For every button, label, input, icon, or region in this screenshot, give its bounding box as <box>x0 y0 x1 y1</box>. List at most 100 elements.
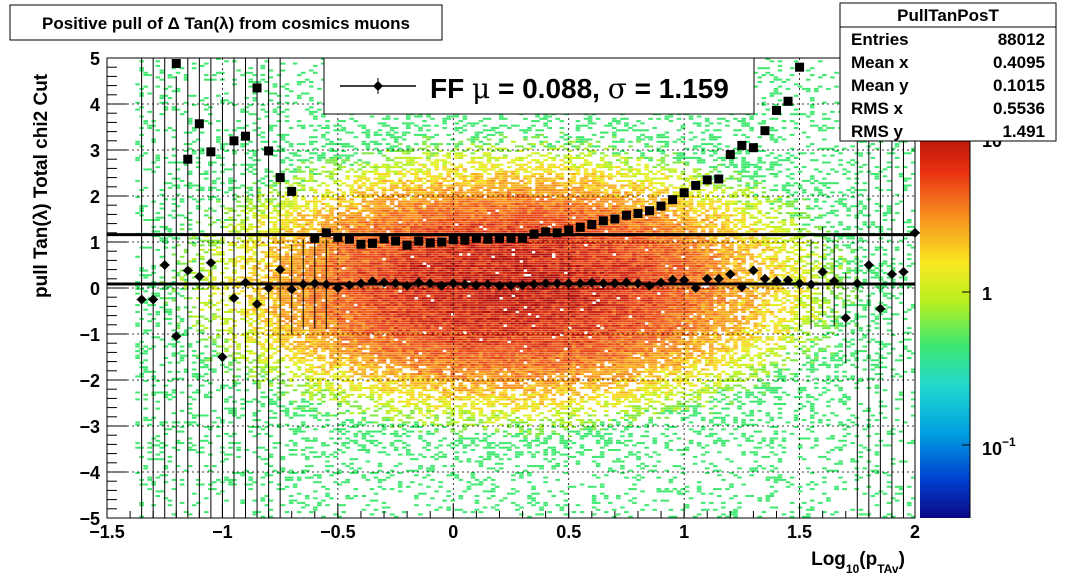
heatmap-cell <box>470 124 476 127</box>
heatmap-cell <box>607 214 613 217</box>
heatmap-cell <box>523 225 528 228</box>
heatmap-cell <box>777 60 783 63</box>
heatmap-cell <box>785 156 791 159</box>
heatmap-cell <box>583 161 589 164</box>
heatmap-cell <box>713 223 718 226</box>
heatmap-cell <box>761 101 767 104</box>
heatmap-cell <box>450 193 456 196</box>
heatmap-cell <box>373 168 379 171</box>
heatmap-cell <box>414 156 419 159</box>
heatmap-cell <box>704 196 710 198</box>
heatmap-cell <box>494 127 500 129</box>
heatmap-cell <box>603 166 609 169</box>
heatmap-cell <box>640 184 645 187</box>
heatmap-cell <box>878 140 884 143</box>
heatmap-cell <box>365 170 371 173</box>
heatmap-cell <box>296 182 302 185</box>
heatmap-cell <box>232 150 237 152</box>
heatmap-cell <box>397 166 403 169</box>
heatmap-cell <box>288 205 294 208</box>
heatmap-cell <box>498 124 504 127</box>
heatmap-cell <box>187 186 193 189</box>
heatmap-cell <box>280 62 286 65</box>
heatmap-cell <box>498 230 504 233</box>
heatmap-cell <box>506 161 512 164</box>
heatmap-cell <box>793 127 799 129</box>
heatmap-cell <box>224 191 229 194</box>
heatmap-cell <box>462 129 468 132</box>
heatmap-cell <box>587 127 593 129</box>
heatmap-cell <box>583 159 589 162</box>
heatmap-cell <box>809 120 815 123</box>
heatmap-cell <box>688 200 694 203</box>
heatmap-cell <box>434 182 439 185</box>
heatmap-cell <box>603 209 609 212</box>
heatmap-cell <box>385 170 391 173</box>
heatmap-cell <box>607 161 613 164</box>
heatmap-cell <box>450 202 456 205</box>
heatmap-cell <box>628 191 633 194</box>
heatmap-cell <box>272 221 278 224</box>
heatmap-cell <box>700 161 706 164</box>
heatmap-cell <box>377 196 383 198</box>
heatmap-cell <box>474 156 480 159</box>
heatmap-cell <box>381 221 387 224</box>
heatmap-cell <box>571 175 577 178</box>
heatmap-cell <box>676 205 682 208</box>
heatmap-cell <box>260 216 266 219</box>
heatmap-cell <box>676 196 682 198</box>
heatmap-cell <box>393 170 399 173</box>
heatmap-cell <box>361 175 367 178</box>
heatmap-cell <box>809 74 815 77</box>
heatmap-cell <box>494 212 500 215</box>
heatmap-cell <box>337 200 342 203</box>
heatmap-cell <box>313 173 318 175</box>
heatmap-cell <box>397 182 403 185</box>
heatmap-cell <box>688 223 694 226</box>
heatmap-cell <box>672 230 678 233</box>
heatmap-cell <box>652 177 658 180</box>
heatmap-cell <box>276 150 282 152</box>
heatmap-cell <box>523 228 528 231</box>
heatmap-cell <box>373 219 379 221</box>
heatmap-cell <box>805 207 811 210</box>
heatmap-cell <box>401 221 407 224</box>
heatmap-cell <box>531 219 536 221</box>
heatmap-cell <box>587 173 593 175</box>
heatmap-cell <box>680 230 686 233</box>
heatmap-cell <box>547 196 552 198</box>
heatmap-cell <box>478 182 484 185</box>
heatmap-cell <box>571 168 577 171</box>
heatmap-cell <box>511 225 516 228</box>
heatmap-cell <box>624 209 629 212</box>
heatmap-cell <box>688 216 694 219</box>
heatmap-cell <box>325 120 330 123</box>
heatmap-cell <box>183 110 189 113</box>
heatmap-cell <box>636 193 641 196</box>
heatmap-cell <box>171 154 177 157</box>
heatmap-cell <box>737 228 742 231</box>
heatmap-cell <box>361 219 367 221</box>
heatmap-cell <box>284 133 290 136</box>
heatmap-cell <box>405 216 411 219</box>
heatmap-cell <box>296 154 302 157</box>
heatmap-cell <box>288 127 294 129</box>
heatmap-cell <box>805 136 811 139</box>
heatmap-cell <box>583 173 589 175</box>
heatmap-cell <box>490 202 496 205</box>
heatmap-cell <box>777 225 783 228</box>
heatmap-cell <box>636 221 641 224</box>
heatmap-cell <box>280 205 286 208</box>
heatmap-cell <box>749 129 754 132</box>
heatmap-cell <box>490 200 496 203</box>
heatmap-cell <box>442 154 447 157</box>
heatmap-cell <box>256 81 262 83</box>
heatmap-cell <box>187 184 193 187</box>
heatmap-cell <box>527 196 532 198</box>
heatmap-cell <box>446 225 451 228</box>
heatmap-cell <box>515 216 520 219</box>
heatmap-cell <box>410 200 415 203</box>
heatmap-cell <box>494 221 500 224</box>
heatmap-cell <box>741 159 746 162</box>
heatmap-cell <box>490 205 496 208</box>
